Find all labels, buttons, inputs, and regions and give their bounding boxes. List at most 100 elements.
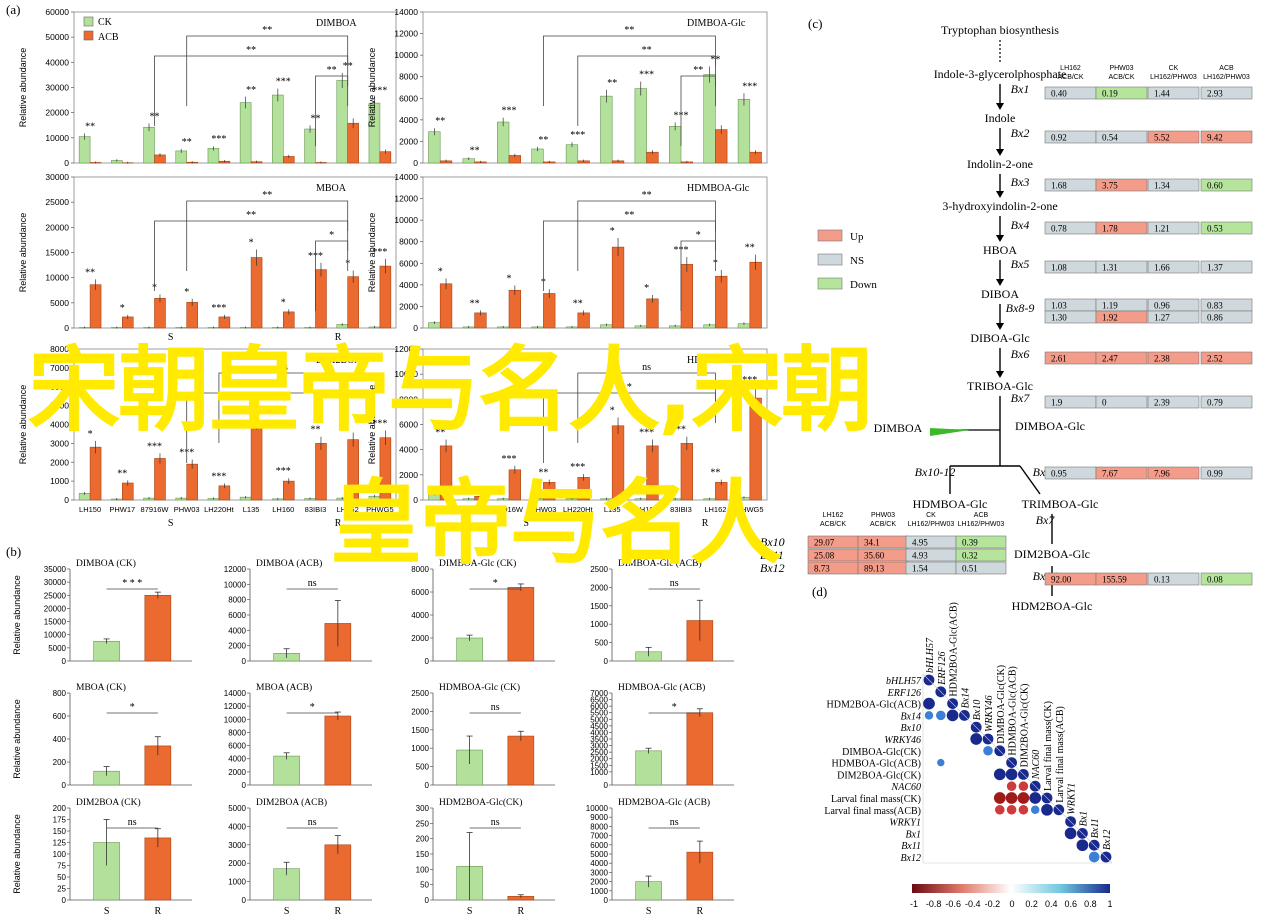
table-cell — [1200, 466, 1253, 480]
significance-mark: ** — [311, 425, 321, 436]
table-cell-value: 4.93 — [912, 551, 928, 561]
bar-ck — [336, 80, 349, 164]
bar-acb — [543, 293, 556, 329]
bar-acb — [154, 298, 166, 329]
color-scale-bar — [912, 884, 1110, 893]
bar-ck — [78, 136, 91, 164]
y-tick-label: 14000 — [394, 172, 418, 182]
y-tick-label: 6000 — [411, 588, 429, 597]
scale-tick-label: 0.2 — [1025, 899, 1038, 909]
table-cell-value: 0.19 — [1102, 89, 1118, 99]
table-cell-value: 1.54 — [912, 564, 928, 574]
bar-acb — [315, 443, 327, 501]
bar-acb — [347, 276, 359, 329]
bar-r — [507, 587, 535, 662]
y-tick-label: 6000 — [228, 611, 246, 620]
table-cell-value: 0.83 — [1207, 301, 1223, 311]
y-tick-label: 10000 — [45, 133, 69, 143]
significance-mark: ** — [117, 468, 127, 479]
gene-label: Bx3 — [1011, 175, 1030, 189]
table-cell — [1147, 351, 1200, 365]
y-tick-label: 6000 — [590, 841, 608, 850]
y-tick-label: 8000 — [590, 822, 608, 831]
significance-mark: * — [281, 297, 286, 308]
column-label: WRKY46 — [984, 695, 995, 732]
significance-mark: * — [249, 237, 254, 248]
row-label: Larval final mass(CK) — [831, 794, 921, 805]
table-header: ACB/CK — [820, 521, 846, 528]
x-label-s: S — [467, 906, 473, 914]
y-tick-label: 1000 — [590, 887, 608, 896]
correlation-dot — [1088, 851, 1100, 863]
significance-mark: *** — [211, 303, 226, 314]
correlation-dot — [983, 746, 993, 756]
column-label: Bx12 — [1102, 829, 1113, 850]
y-tick-label: 12000 — [394, 29, 418, 39]
table-cell-value: 2.38 — [1154, 354, 1170, 364]
y-tick-label: 0 — [62, 781, 67, 790]
y-tick-label: 7000 — [50, 363, 69, 373]
table-cell — [1095, 466, 1148, 480]
bar-s — [456, 637, 483, 662]
table-cell-value: 89.13 — [864, 564, 885, 574]
arrow-head — [996, 279, 1004, 286]
significance-mark: ** — [435, 116, 445, 127]
correlation-dot — [1006, 805, 1017, 815]
gene-label: Bx1 — [1011, 82, 1030, 96]
y-tick-label: 0 — [242, 657, 247, 666]
row-label: Larval final mass(ACB) — [824, 806, 921, 817]
column-label: Bx14 — [960, 688, 971, 709]
x-label-s: S — [284, 906, 290, 914]
y-axis-label: Relative abundance — [12, 699, 22, 779]
significance-mark: *** — [570, 130, 585, 141]
significance-mark: * — [120, 303, 125, 314]
bar-r — [144, 837, 172, 901]
bracket-label: * — [627, 382, 632, 393]
scale-tick-label: 0.6 — [1065, 899, 1078, 909]
y-tick-label: 100 — [416, 865, 430, 874]
legend-panel-a: CK ACB — [83, 16, 119, 43]
significance-mark: *** — [372, 247, 387, 258]
y-tick-label: 3000 — [50, 438, 69, 448]
gene-label: Bx11 — [760, 548, 784, 562]
y-tick-label: 50 — [420, 881, 429, 890]
correlation-dot — [1076, 839, 1089, 852]
table-header: LH162 — [823, 512, 844, 519]
y-tick-label: 5000 — [590, 715, 608, 724]
group-label-s: S — [168, 332, 174, 343]
x-tick-label: PHWG5 — [736, 505, 764, 514]
y-tick-label: 0 — [604, 896, 609, 905]
arrow-head — [996, 235, 1004, 242]
column-label: ERF126 — [937, 651, 948, 685]
y-tick-label: 0 — [62, 657, 67, 666]
significance-mark: ** — [85, 121, 95, 132]
comparison-bracket — [218, 372, 349, 443]
y-tick-label: 4000 — [228, 626, 246, 635]
significance-mark: *** — [211, 134, 226, 145]
table-cell — [1200, 572, 1253, 586]
y-tick-label: 2000 — [228, 642, 246, 651]
y-tick-label: 30000 — [45, 83, 69, 93]
bar-r — [507, 735, 535, 786]
y-axis-label: Relative abundance — [367, 385, 377, 465]
table-cell — [1200, 395, 1253, 409]
y-tick-label: 12000 — [394, 194, 418, 204]
legend-label-acb: ACB — [98, 32, 119, 43]
y-tick-label: 6000 — [399, 420, 418, 430]
significance-mark: ** — [85, 267, 95, 278]
table-cell — [1095, 221, 1148, 235]
table-cell-value: 0.32 — [962, 551, 978, 561]
x-label-s: S — [646, 906, 652, 914]
watermark-line-2: 皇帝与名人 — [330, 470, 782, 577]
y-tick-label: 0 — [64, 495, 69, 505]
metabolite-label: 3-hydroxyindolin-2-one — [942, 199, 1057, 213]
significance-mark: *** — [276, 466, 291, 477]
x-tick-label: LH160 — [636, 505, 658, 514]
table-header: LH162/PHW03 — [908, 521, 955, 528]
y-tick-label: 4000 — [399, 280, 418, 290]
y-tick-label: 2500 — [411, 689, 429, 698]
significance-mark: * — [610, 405, 615, 416]
significance-mark: ** — [246, 85, 256, 96]
table-cell — [1200, 221, 1253, 235]
pathway-arrow — [1019, 465, 1041, 495]
